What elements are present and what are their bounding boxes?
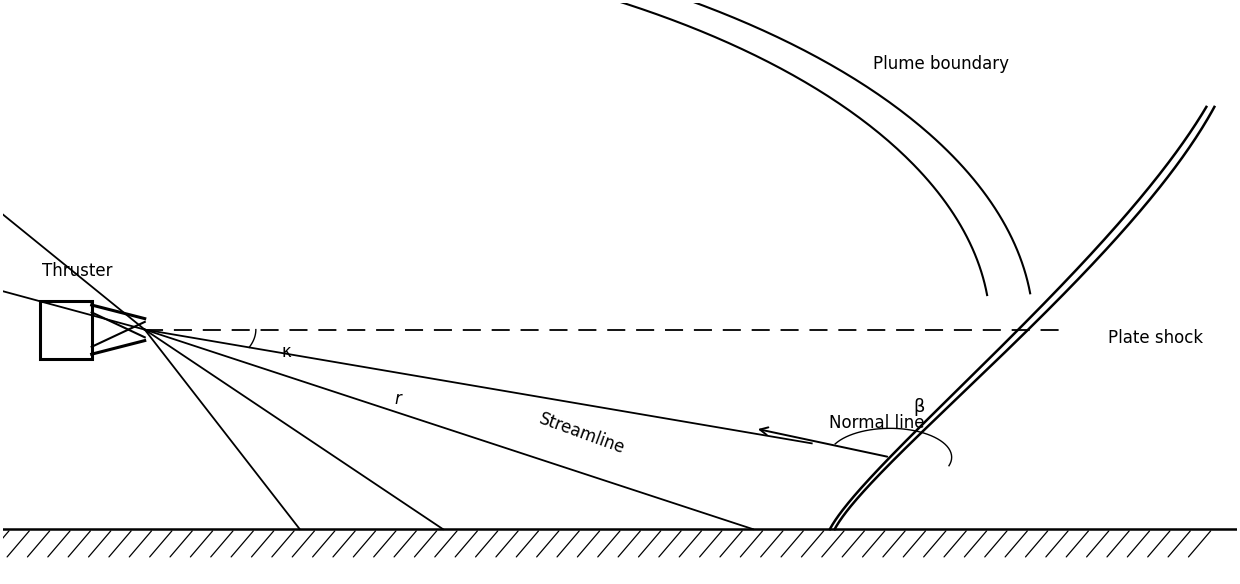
Bar (40, 301, 92, 359)
Text: r: r (394, 390, 402, 408)
Text: κ: κ (281, 343, 291, 360)
Text: Normal line: Normal line (830, 413, 925, 432)
Text: Streamline: Streamline (537, 409, 627, 457)
Text: Plume boundary: Plume boundary (873, 54, 1009, 72)
Text: Thruster: Thruster (42, 262, 112, 280)
Text: β: β (914, 398, 925, 416)
Text: Plate shock: Plate shock (1107, 329, 1203, 347)
